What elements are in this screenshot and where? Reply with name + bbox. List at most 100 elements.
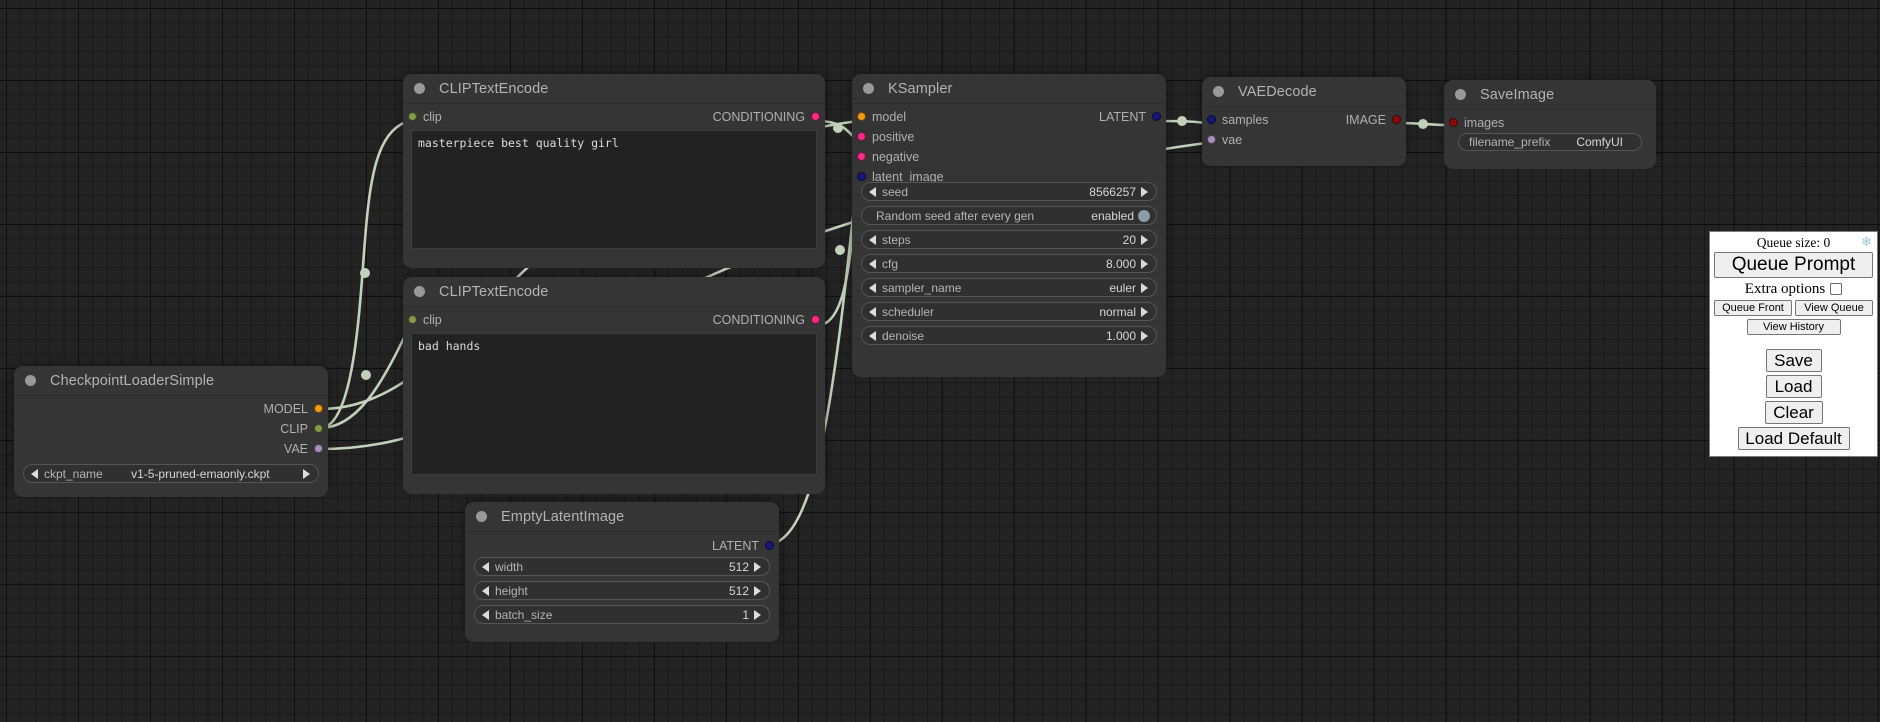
widget-cfg[interactable]: cfg 8.000 <box>861 254 1157 273</box>
widget-filename-prefix[interactable]: filename_prefix ComfyUI <box>1458 133 1642 151</box>
input-slot-negative[interactable]: negative <box>852 148 919 165</box>
increment-arrow-icon[interactable] <box>1141 186 1148 197</box>
gear-icon[interactable]: ❄ <box>1861 234 1872 249</box>
next-arrow-icon[interactable] <box>1141 306 1148 317</box>
node-collapse-icon[interactable] <box>25 375 36 386</box>
output-slot-clip[interactable]: CLIP <box>280 420 328 437</box>
queue-prompt-button[interactable]: Queue Prompt <box>1714 252 1873 278</box>
port-conditioning-icon[interactable] <box>811 112 820 121</box>
extra-options-checkbox[interactable] <box>1830 283 1843 295</box>
node-collapse-icon[interactable] <box>414 286 425 297</box>
previous-arrow-icon[interactable] <box>31 468 38 479</box>
increment-arrow-icon[interactable] <box>1141 234 1148 245</box>
queue-front-button[interactable]: Queue Front <box>1714 300 1792 316</box>
node-collapse-icon[interactable] <box>863 83 874 94</box>
previous-arrow-icon[interactable] <box>869 306 876 317</box>
output-slot-latent[interactable]: LATENT <box>712 537 779 554</box>
port-vae-icon[interactable] <box>314 444 323 453</box>
widget-sampler-name[interactable]: sampler_name euler <box>861 278 1157 297</box>
node-title-bar[interactable]: KSampler <box>852 74 1166 104</box>
output-slot-conditioning[interactable]: CONDITIONING <box>713 311 825 328</box>
port-samples-icon[interactable] <box>1207 115 1216 124</box>
port-image-icon[interactable] <box>1392 115 1401 124</box>
port-clip-icon[interactable] <box>408 112 417 121</box>
load-button[interactable]: Load <box>1765 375 1822 398</box>
output-slot-vae[interactable]: VAE <box>284 440 328 457</box>
input-slot-vae[interactable]: vae <box>1202 131 1242 148</box>
decrement-arrow-icon[interactable] <box>869 234 876 245</box>
port-model-icon[interactable] <box>314 404 323 413</box>
increment-arrow-icon[interactable] <box>1141 330 1148 341</box>
node-checkpointloadersimple[interactable]: CheckpointLoaderSimple MODEL CLIP VAE <box>14 366 328 497</box>
port-images-icon[interactable] <box>1449 118 1458 127</box>
extra-options-row[interactable]: Extra options <box>1714 279 1873 299</box>
output-slot-conditioning[interactable]: CONDITIONING <box>713 108 825 125</box>
node-title-bar[interactable]: SaveImage <box>1444 80 1656 110</box>
node-emptylatentimage[interactable]: EmptyLatentImage LATENT width 512 height… <box>465 502 779 642</box>
output-slot-model[interactable]: MODEL <box>264 400 328 417</box>
port-vae-icon[interactable] <box>1207 135 1216 144</box>
widget-batch-size[interactable]: batch_size 1 <box>474 605 770 624</box>
output-slot-image[interactable]: IMAGE <box>1346 111 1406 128</box>
decrement-arrow-icon[interactable] <box>482 561 489 572</box>
node-title-bar[interactable]: EmptyLatentImage <box>465 502 779 532</box>
decrement-arrow-icon[interactable] <box>869 258 876 269</box>
input-slot-model[interactable]: model <box>852 108 906 125</box>
input-slot-images[interactable]: images <box>1444 114 1504 131</box>
widget-random-seed-toggle[interactable]: Random seed after every gen enabled <box>861 206 1157 225</box>
port-latent-icon[interactable] <box>765 541 774 550</box>
node-cliptextencode-positive[interactable]: CLIPTextEncode clip CONDITIONING masterp… <box>403 74 825 268</box>
node-title-bar[interactable]: CheckpointLoaderSimple <box>14 366 328 396</box>
input-slot-positive[interactable]: positive <box>852 128 914 145</box>
widget-width[interactable]: width 512 <box>474 557 770 576</box>
node-collapse-icon[interactable] <box>1213 86 1224 97</box>
port-positive-icon[interactable] <box>857 132 866 141</box>
node-title-bar[interactable]: CLIPTextEncode <box>403 277 825 307</box>
decrement-arrow-icon[interactable] <box>482 609 489 620</box>
port-clip-icon[interactable] <box>314 424 323 433</box>
node-collapse-icon[interactable] <box>476 511 487 522</box>
load-default-button[interactable]: Load Default <box>1737 427 1850 450</box>
next-arrow-icon[interactable] <box>303 468 310 479</box>
widget-height[interactable]: height 512 <box>474 581 770 600</box>
view-history-button[interactable]: View History <box>1746 319 1841 335</box>
increment-arrow-icon[interactable] <box>754 585 761 596</box>
widget-scheduler[interactable]: scheduler normal <box>861 302 1157 321</box>
port-latent-image-icon[interactable] <box>857 172 866 181</box>
clear-button[interactable]: Clear <box>1764 401 1823 424</box>
node-collapse-icon[interactable] <box>414 83 425 94</box>
decrement-arrow-icon[interactable] <box>482 585 489 596</box>
input-slot-clip[interactable]: clip <box>403 108 442 125</box>
view-queue-button[interactable]: View Queue <box>1795 300 1873 316</box>
decrement-arrow-icon[interactable] <box>869 186 876 197</box>
port-negative-icon[interactable] <box>857 152 866 161</box>
save-button[interactable]: Save <box>1765 349 1822 372</box>
widget-steps[interactable]: steps 20 <box>861 230 1157 249</box>
port-conditioning-icon[interactable] <box>811 315 820 324</box>
increment-arrow-icon[interactable] <box>1141 258 1148 269</box>
input-slot-clip[interactable]: clip <box>403 311 442 328</box>
port-latent-icon[interactable] <box>1152 112 1161 121</box>
widget-seed[interactable]: seed 8566257 <box>861 182 1157 201</box>
node-ksampler[interactable]: KSampler model positive negative lat <box>852 74 1166 377</box>
comfy-menu-panel[interactable]: Queue size: 0 ❄ Queue Prompt Extra optio… <box>1709 231 1878 457</box>
increment-arrow-icon[interactable] <box>754 561 761 572</box>
output-slot-latent[interactable]: LATENT <box>1099 108 1166 125</box>
port-model-icon[interactable] <box>857 112 866 121</box>
prompt-textarea[interactable]: bad hands <box>411 333 817 475</box>
next-arrow-icon[interactable] <box>1141 282 1148 293</box>
port-clip-icon[interactable] <box>408 315 417 324</box>
prompt-textarea[interactable]: masterpiece best quality girl <box>411 130 817 249</box>
input-slot-latent-image[interactable]: latent_image <box>852 168 944 185</box>
increment-arrow-icon[interactable] <box>754 609 761 620</box>
decrement-arrow-icon[interactable] <box>869 330 876 341</box>
node-collapse-icon[interactable] <box>1455 89 1466 100</box>
widget-ckpt-name[interactable]: ckpt_name v1-5-pruned-emaonly.ckpt <box>23 464 319 483</box>
node-title-bar[interactable]: VAEDecode <box>1202 77 1406 107</box>
node-saveimage[interactable]: SaveImage images filename_prefix ComfyUI <box>1444 80 1656 169</box>
widget-denoise[interactable]: denoise 1.000 <box>861 326 1157 345</box>
toggle-knob-icon[interactable] <box>1138 209 1150 222</box>
previous-arrow-icon[interactable] <box>869 282 876 293</box>
input-slot-samples[interactable]: samples <box>1202 111 1269 128</box>
